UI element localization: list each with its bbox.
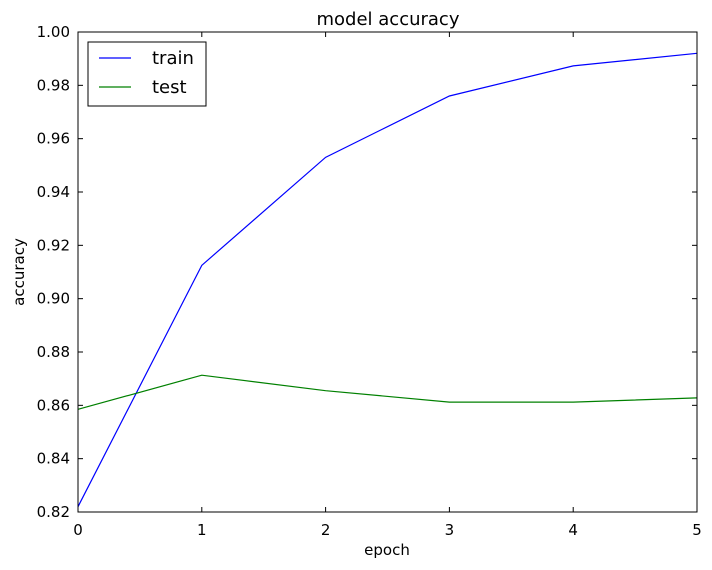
tick-layer: 0 1 2 3 4 5 0.82 0.84 0.86 0.88 0.90 0.92 0.94 0.96 0.… (37, 23, 702, 539)
x-axis-label: epoch (364, 541, 410, 559)
x-tick-label: 4 (568, 521, 578, 539)
y-tick-label: 0.86 (37, 396, 70, 414)
legend-label-test: test (152, 77, 187, 98)
plot-frame (77, 31, 698, 513)
y-tick-label: 0.92 (37, 236, 70, 254)
legend: train test (87, 41, 207, 107)
x-tick-label: 3 (445, 521, 455, 539)
x-tick-label: 2 (321, 521, 331, 539)
x-tick-label: 5 (692, 521, 702, 539)
y-tick-label: 0.82 (37, 503, 70, 521)
x-tick-label: 0 (73, 521, 83, 539)
y-tick-label: 0.88 (37, 343, 70, 361)
y-tick-label: 0.94 (37, 183, 70, 201)
y-tick-label: 0.84 (37, 450, 70, 468)
y-tick-label: 1.00 (37, 23, 70, 41)
legend-box (87, 41, 207, 107)
y-tick-label: 0.90 (37, 290, 70, 308)
y-tick-label: 0.96 (37, 130, 70, 148)
series-line-train (77, 52, 698, 507)
y-tick-label: 0.98 (37, 76, 70, 94)
legend-label-train: train (152, 48, 194, 69)
y-axis-label: accuracy (10, 238, 28, 306)
series-line-test (77, 374, 698, 410)
plot-area (78, 32, 697, 512)
chart-title: model accuracy (317, 9, 460, 30)
x-tick-label: 1 (197, 521, 207, 539)
